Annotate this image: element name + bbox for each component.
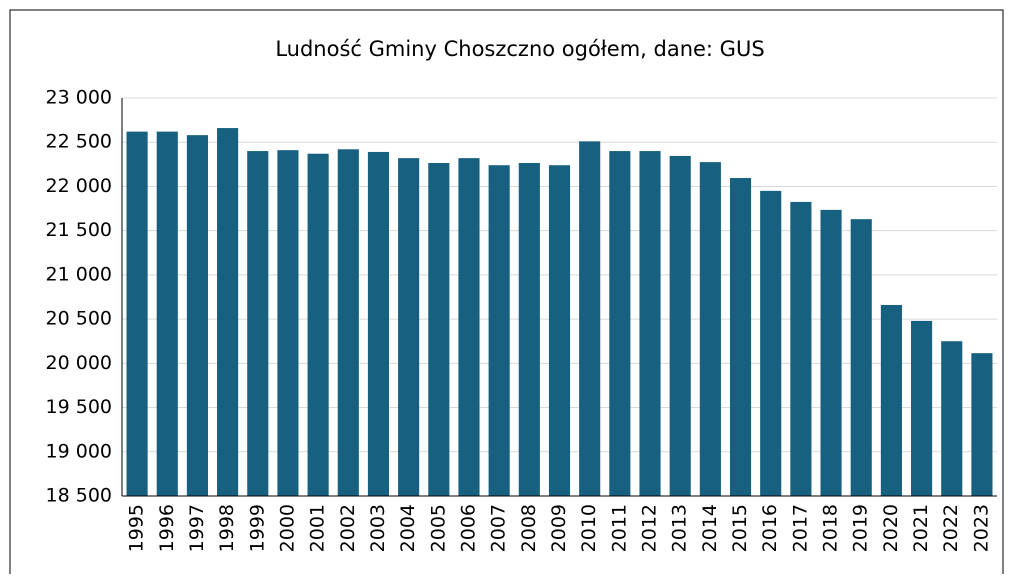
x-tick-label: 1995	[126, 504, 148, 552]
x-tick-label: 1996	[156, 504, 178, 552]
x-tick-label: 1999	[246, 504, 268, 552]
x-tick-label: 2012	[639, 504, 661, 552]
y-tick-label: 20 500	[46, 308, 112, 330]
bar	[367, 151, 390, 496]
x-tick-label: 2018	[820, 504, 842, 552]
bar	[548, 165, 571, 496]
bar	[458, 158, 480, 497]
bar	[911, 320, 933, 496]
y-tick-label: 20 000	[46, 352, 112, 374]
y-tick-label: 22 500	[46, 131, 112, 153]
y-tick-label: 19 000	[46, 440, 112, 462]
y-tick-label: 21 500	[46, 219, 112, 241]
x-tick-label: 2010	[578, 504, 600, 552]
bar	[729, 178, 752, 496]
chart-title: Ludność Gminy Choszczno ogółem, dane: GU…	[275, 37, 764, 61]
bar	[518, 163, 540, 497]
x-tick-label: 2022	[940, 504, 962, 552]
bar	[941, 341, 963, 496]
x-tick-label: 2019	[850, 504, 872, 552]
x-tick-label: 2017	[789, 504, 811, 552]
x-tick-label: 2016	[759, 504, 781, 552]
x-tick-label: 2007	[488, 504, 510, 552]
x-tick-label: 2013	[669, 504, 691, 552]
x-tick-label: 1997	[186, 504, 208, 552]
bar	[156, 131, 178, 496]
bar	[880, 304, 902, 496]
x-tick-label: 2006	[457, 504, 479, 552]
y-tick-label: 23 000	[46, 87, 112, 109]
x-tick-label: 2008	[518, 504, 540, 552]
x-tick-label: 1998	[216, 504, 238, 552]
bar	[609, 151, 631, 497]
y-tick-label: 21 000	[46, 263, 112, 285]
bar	[699, 162, 721, 496]
bar	[307, 153, 329, 496]
x-tick-label: 2023	[970, 504, 992, 552]
bar	[126, 131, 148, 496]
frame	[9, 9, 1004, 574]
y-tick-label: 22 000	[46, 175, 112, 197]
bar	[488, 165, 510, 496]
bar	[398, 158, 420, 497]
bar	[971, 353, 993, 496]
bar	[337, 149, 359, 496]
bar	[186, 135, 208, 496]
bar	[428, 163, 450, 497]
x-tick-label: 2000	[276, 504, 298, 552]
bar	[217, 128, 239, 496]
x-tick-label: 2005	[427, 504, 449, 552]
y-tick-label: 18 500	[46, 485, 112, 507]
bar	[639, 151, 661, 497]
bar	[820, 209, 842, 497]
x-tick-label: 2002	[337, 504, 359, 552]
x-tick-label: 2021	[910, 504, 932, 552]
bar	[760, 190, 782, 496]
x-tick-label: 2015	[729, 504, 751, 552]
bar	[669, 155, 691, 497]
bar	[850, 219, 872, 496]
bar	[790, 201, 812, 496]
x-tick-label: 2011	[608, 504, 630, 552]
x-tick-label: 2020	[880, 504, 902, 552]
bar	[277, 150, 299, 496]
bar	[247, 151, 269, 497]
bar	[579, 141, 601, 497]
x-tick-label: 2003	[367, 504, 389, 552]
x-tick-label: 2001	[307, 504, 329, 552]
x-tick-label: 2004	[397, 504, 419, 552]
x-tick-label: 2014	[699, 504, 721, 552]
y-tick-label: 19 500	[46, 396, 112, 418]
x-tick-label: 2009	[548, 504, 570, 552]
